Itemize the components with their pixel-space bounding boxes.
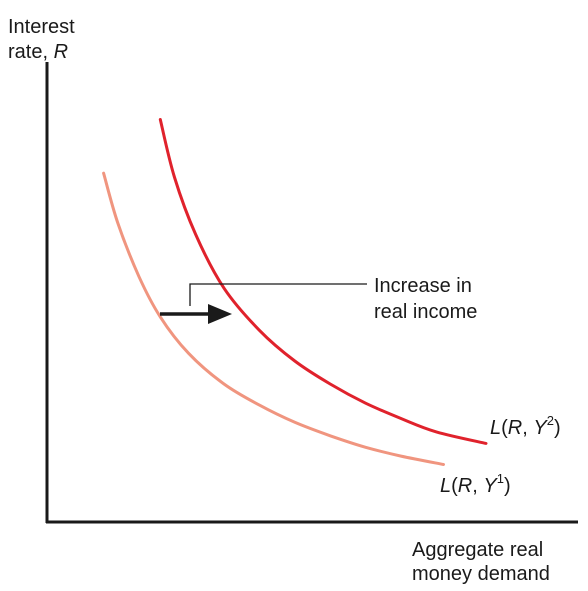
series-label-y2-open: ( bbox=[501, 417, 508, 439]
series-label-y2-close: ) bbox=[554, 417, 561, 439]
annotation-arrow-head bbox=[208, 304, 232, 324]
series-label-y1-sup: 1 bbox=[497, 471, 504, 486]
y-axis-label-var: R bbox=[54, 41, 68, 63]
series-label-y2-y: Y bbox=[533, 417, 548, 439]
annotation-text-line2: real income bbox=[374, 301, 477, 323]
annotation-leader-line bbox=[189, 283, 367, 306]
x-axis-label-line2: money demand bbox=[412, 563, 550, 585]
series-label-y2: L(R, Y2) bbox=[490, 413, 561, 439]
series-label-y1-r: R bbox=[458, 475, 472, 497]
series-label-y1-open: ( bbox=[451, 475, 458, 497]
series-label-y2-sep: , bbox=[522, 417, 533, 439]
series-label-y1-sep: , bbox=[472, 475, 483, 497]
series-line-y1 bbox=[102, 171, 445, 466]
y-axis-label-line2: rate, R bbox=[8, 41, 68, 63]
series-label-y2-func: L bbox=[490, 417, 501, 439]
y-axis-label-line1: Interest bbox=[8, 16, 75, 38]
series-label-y2-r: R bbox=[508, 417, 522, 439]
series-line-y2 bbox=[158, 118, 488, 445]
series-label-y1-y: Y bbox=[483, 475, 498, 497]
series-label-y1-func: L bbox=[440, 475, 451, 497]
series-label-y1-close: ) bbox=[504, 475, 511, 497]
annotation-text-line1: Increase in bbox=[374, 275, 472, 297]
x-axis-label-line1: Aggregate real bbox=[412, 539, 543, 561]
series-label-y2-sup: 2 bbox=[547, 413, 554, 428]
series-label-y1: L(R, Y1) bbox=[440, 471, 511, 497]
y-axis-label-prefix: rate, bbox=[8, 41, 54, 63]
